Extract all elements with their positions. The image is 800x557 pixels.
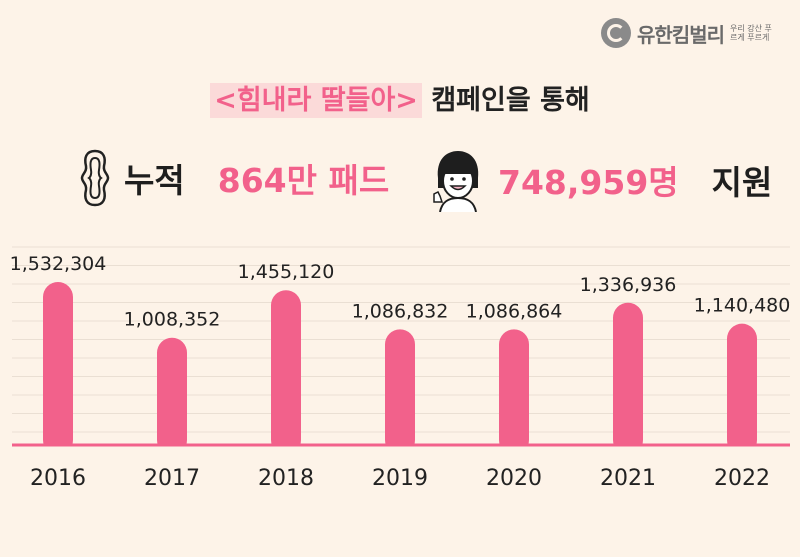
bar-2018 (271, 290, 301, 455)
brand-logo: 유한킴벌리 우리 강산 푸르게 푸르게 (601, 18, 778, 48)
stats-row: 누적 864만 패드 748,959명 지원 (0, 148, 800, 218)
stat-pads-label: 누적 (124, 161, 185, 200)
value-label-2016: 1,532,304 (10, 253, 107, 275)
bar-chart: 1,532,304 2016 1,008,352 2017 1,455,120 2018 1… (0, 246, 800, 491)
x-tick-2020: 2020 (486, 466, 542, 491)
x-tick-2017: 2017 (144, 466, 200, 491)
bar-2016 (43, 282, 73, 455)
value-label-2021: 1,336,936 (580, 274, 677, 296)
stat-people-value: 748,959명 (498, 163, 679, 202)
bar-2017 (157, 337, 187, 455)
value-label-2019: 1,086,832 (352, 300, 449, 322)
headline-rest: 캠페인을 통해 (431, 85, 590, 116)
stat-people-label: 지원 (711, 163, 773, 202)
smiling-girl-icon (433, 151, 479, 212)
headline: <힘내라 딸들아> 캠페인을 통해 (0, 78, 800, 118)
value-label-2020: 1,086,864 (466, 300, 563, 322)
bar-2022 (727, 323, 757, 455)
x-tick-2016: 2016 (30, 466, 86, 491)
x-tick-2018: 2018 (258, 466, 314, 491)
brand-slogan: 우리 강산 푸르게 푸르게 (730, 24, 772, 42)
stat-pads: 누적 864만 패드 (78, 148, 389, 208)
yuhan-kimberly-logo-icon (601, 18, 631, 48)
bar-2019 (385, 329, 415, 455)
bar-2020 (499, 329, 529, 455)
campaign-name: <힘내라 딸들아> (210, 83, 422, 118)
brand-name: 유한킴벌리 (637, 22, 725, 47)
stat-people: 748,959명 지원 (430, 148, 772, 212)
value-label-2017: 1,008,352 (124, 309, 221, 331)
stat-pads-value: 864만 패드 (217, 161, 390, 200)
x-tick-2021: 2021 (600, 466, 656, 491)
x-tick-2022: 2022 (714, 466, 770, 491)
sanitary-pad-icon (80, 149, 110, 207)
value-label-2022: 1,140,480 (694, 295, 791, 317)
x-tick-2019: 2019 (372, 466, 428, 491)
value-label-2018: 1,455,120 (238, 261, 335, 283)
bar-2021 (613, 302, 643, 455)
